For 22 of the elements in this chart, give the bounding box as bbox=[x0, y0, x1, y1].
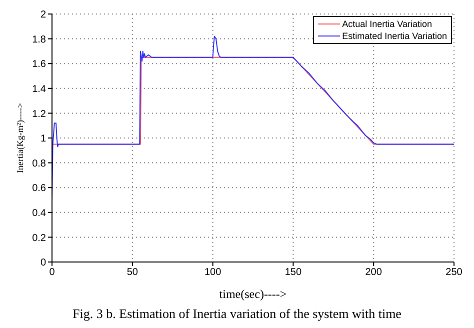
y-tick-label: 1.6 bbox=[32, 59, 46, 70]
x-tick-label: 0 bbox=[49, 267, 56, 278]
y-tick-label: 0.4 bbox=[32, 208, 46, 219]
y-axis-title: Inertia(Kg-m²)----> bbox=[15, 102, 26, 174]
x-tick-label: 200 bbox=[365, 267, 382, 278]
y-tick-label: 0.6 bbox=[32, 183, 46, 194]
y-tick-label: 0 bbox=[40, 258, 46, 269]
x-tick-label: 50 bbox=[126, 267, 138, 278]
legend-label: Estimated Inertia Variation bbox=[342, 30, 447, 42]
y-tick-label: 0.2 bbox=[32, 232, 46, 244]
x-axis-title: time(sec)----> bbox=[219, 287, 287, 301]
y-tick-label: 2 bbox=[40, 10, 46, 21]
y-tick-label: 1.8 bbox=[32, 34, 46, 46]
x-tick-label: 250 bbox=[446, 267, 463, 278]
x-tick-label: 150 bbox=[284, 267, 302, 278]
legend-label: Actual Inertia Variation bbox=[342, 18, 432, 30]
y-tick-label: 1.4 bbox=[32, 84, 46, 95]
y-tick-label: 1.2 bbox=[32, 108, 46, 120]
x-tick-label: 100 bbox=[204, 267, 222, 278]
caption: Fig. 3 b. Estimation of Inertia variation of the system with time bbox=[72, 306, 402, 322]
y-tick-label: 0.8 bbox=[32, 158, 46, 170]
y-tick-label: 1 bbox=[40, 134, 46, 145]
